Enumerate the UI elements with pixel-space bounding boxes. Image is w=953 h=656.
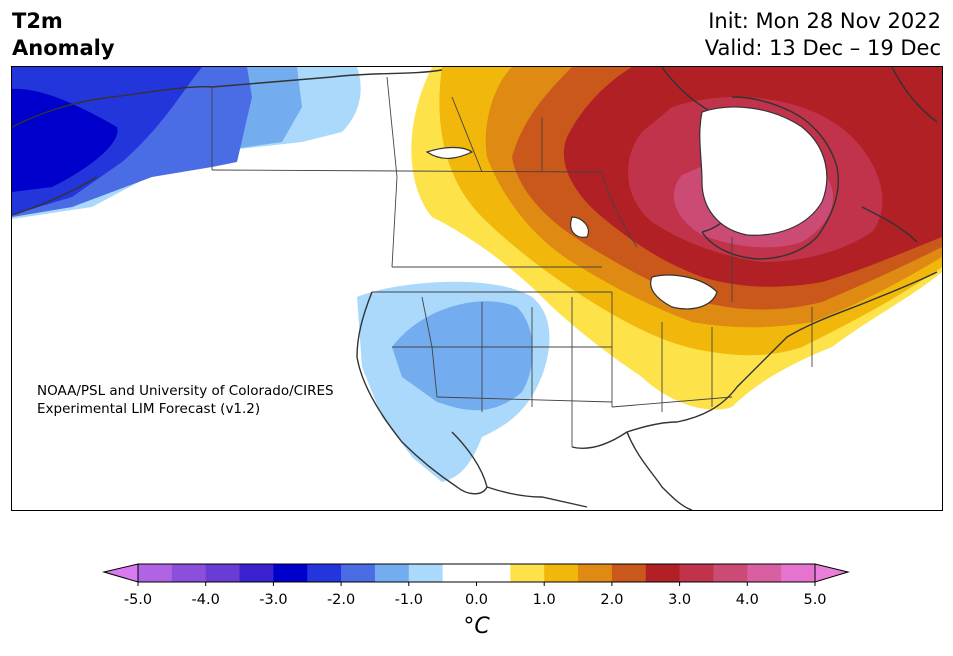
colorbar-bin: [273, 564, 308, 582]
colorbar-bin: [679, 564, 714, 582]
colorbar-bin: [611, 564, 647, 582]
colorbar-bin: [442, 564, 511, 582]
colorbar-bin: [781, 564, 816, 582]
colorbar-bin: [544, 564, 579, 582]
colorbar-bin: [341, 564, 376, 582]
credit-line-1: NOAA/PSL and University of Colorado/CIRE…: [37, 383, 334, 399]
anomaly-map: [11, 66, 943, 511]
colorbar-tick-label: -1.0: [395, 592, 423, 608]
colorbar-tick-label: 5.0: [803, 592, 826, 608]
credit-line-2: Experimental LIM Forecast (v1.2): [37, 401, 261, 417]
colorbar-tick-label: 4.0: [736, 592, 759, 608]
colorbar-bin: [138, 564, 173, 582]
colorbar-tick-label: 2.0: [600, 592, 623, 608]
colorbar-tick-label: -2.0: [327, 592, 355, 608]
colorbar-tick-label: -4.0: [192, 592, 220, 608]
colorbar-bin: [171, 564, 207, 582]
colorbar-bin: [239, 564, 274, 582]
colorbar-bin: [307, 564, 342, 582]
cold-anomaly-west: [357, 281, 550, 482]
colorbar-under-arrow: [102, 563, 139, 583]
variable-label: T2m: [12, 9, 63, 33]
colorbar-bin: [408, 564, 444, 582]
colorbar-bin: [510, 564, 545, 582]
political-borders: [211, 76, 813, 447]
colorbar-ticks: -5.0 -4.0 -3.0 -2.0 -1.0 0.0 1.0 2.0 3.0 4.0 5.0: [124, 582, 827, 608]
colorbar-bins: [138, 564, 816, 582]
colorbar: -5.0 -4.0 -3.0 -2.0 -1.0 0.0 1.0 2.0 3.0 4.0 5.0: [102, 563, 850, 608]
map-title: T2m Anomaly: [12, 8, 115, 62]
water-bodies: [425, 106, 828, 310]
colorbar-tick-label: 0.0: [465, 592, 488, 608]
map-canvas: [12, 67, 942, 510]
colorbar-bin: [747, 564, 782, 582]
colorbar-unit-label: °C: [463, 614, 490, 639]
init-date: Init: Mon 28 Nov 2022: [708, 9, 941, 33]
colorbar-bin: [645, 564, 681, 582]
colorbar-tick-label: -5.0: [124, 592, 152, 608]
colorbar-bin: [578, 564, 613, 582]
colorbar-bin: [374, 564, 410, 582]
colorbar-tick-label: 3.0: [668, 592, 691, 608]
anomaly-label: Anomaly: [12, 36, 115, 60]
colorbar-tick-label: 1.0: [533, 592, 556, 608]
colorbar-over-arrow: [814, 563, 850, 583]
colorbar-bin: [205, 564, 241, 582]
colorbar-bin: [713, 564, 748, 582]
forecast-dates: Init: Mon 28 Nov 2022 Valid: 13 Dec – 19…: [705, 8, 941, 62]
colorbar-tick-label: -3.0: [259, 592, 287, 608]
credit-text: NOAA/PSL and University of Colorado/CIRE…: [37, 382, 334, 418]
valid-dates: Valid: 13 Dec – 19 Dec: [704, 36, 941, 60]
